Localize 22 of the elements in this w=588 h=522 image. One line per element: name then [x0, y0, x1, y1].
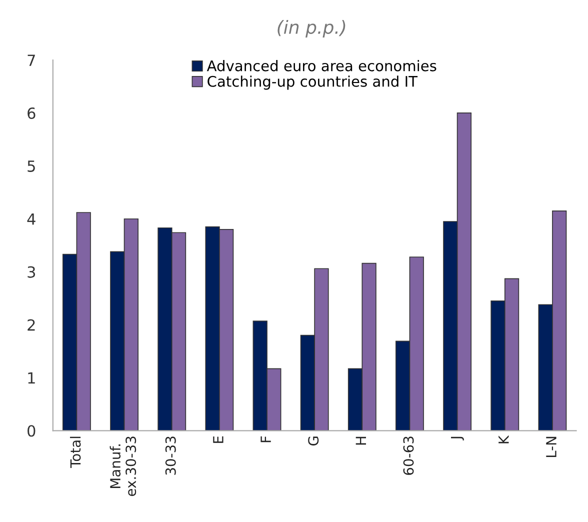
x-tick-label: L-N [546, 436, 556, 458]
x-tick-label: H [356, 436, 366, 445]
y-tick-label: 3 [28, 266, 36, 278]
x-tick-label: E [213, 436, 224, 443]
x-tick-label: J [451, 436, 464, 440]
y-tick-label: 0 [28, 425, 36, 437]
x-tick-label: 30-33 [165, 436, 176, 475]
x-tick-label: F [260, 436, 271, 442]
x-tick-label: Total [70, 436, 81, 468]
y-tick-label: 4 [27, 214, 36, 225]
y-tick-label: 5 [28, 160, 35, 172]
y-tick-label: 6 [28, 107, 36, 119]
legend-label: Advanced euro area economies [206, 60, 436, 72]
y-tick-label: 2 [28, 319, 35, 331]
x-tick-label: 60-63 [403, 436, 414, 475]
x-tick-label: G [308, 436, 319, 446]
y-tick-label: 1 [28, 372, 35, 384]
x-tick-label: Manuf. ex.30-33 [110, 436, 136, 496]
y-tick-label: 7 [28, 54, 35, 66]
legend-label: Catching-up countries and IT [208, 76, 418, 90]
x-tick-label: K [498, 435, 509, 444]
chart-subtitle: (in p.p.) [278, 20, 346, 38]
